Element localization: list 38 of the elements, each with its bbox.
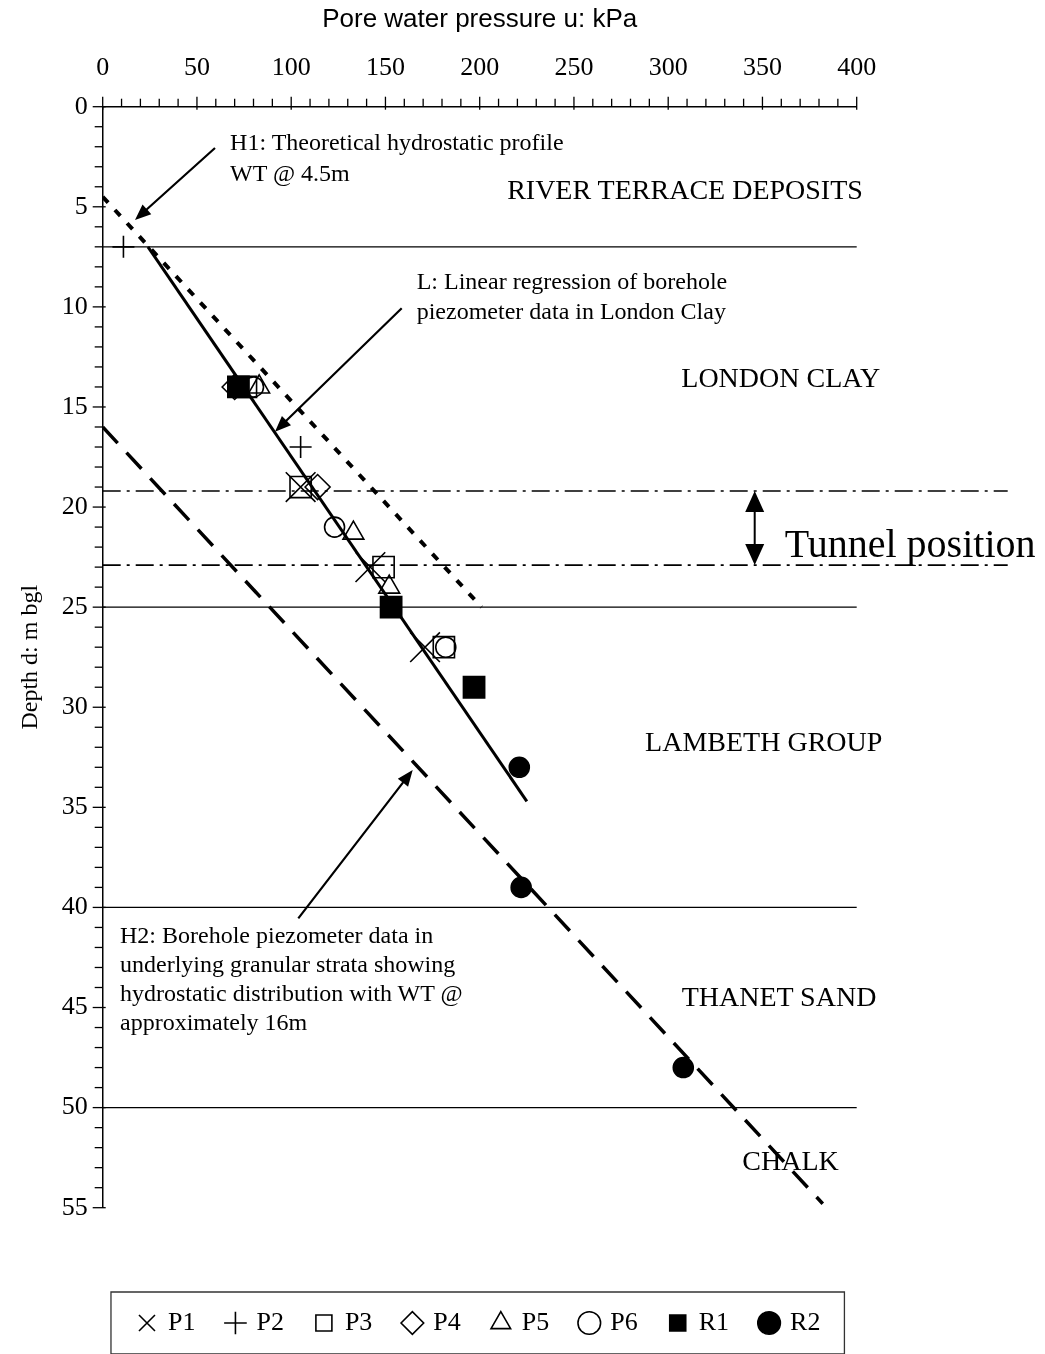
x-tick-label: 300: [648, 51, 688, 81]
y-tick-label: 15: [61, 390, 88, 420]
legend-label: P1: [167, 1306, 196, 1336]
legend-label: P3: [344, 1306, 373, 1336]
annotation: THANET SAND: [681, 980, 877, 1012]
y-tick-label: 30: [61, 691, 88, 721]
x-axis-title: Pore water pressure u: kPa: [322, 2, 638, 33]
x-tick-label: 250: [554, 51, 594, 81]
y-tick-label: 10: [61, 290, 88, 320]
annotation: LAMBETH GROUP: [645, 726, 883, 758]
x-tick-label: 0: [96, 51, 110, 81]
x-tick-label: 150: [365, 51, 405, 81]
x-tick-label: 100: [271, 51, 311, 81]
annotation: H2: Borehole piezometer data in underlying granular strata showing hydrostatic distribution with WT @ approximately 16m: [120, 922, 463, 1036]
x-tick-label: 200: [460, 51, 500, 81]
annotation: LONDON CLAY: [681, 362, 881, 394]
y-tick-label: 35: [61, 791, 88, 821]
y-tick-label: 25: [61, 590, 88, 620]
y-tick-label: 0: [74, 90, 88, 120]
ref-line-label: Tunnel position: [784, 521, 1036, 567]
y-axis-title: Depth d: m bgl: [15, 584, 42, 730]
legend-label: R1: [698, 1306, 730, 1336]
legend-label: P5: [521, 1306, 550, 1336]
x-tick-label: 50: [183, 51, 210, 81]
x-tick-label: 400: [837, 51, 877, 81]
y-tick-label: 45: [61, 991, 88, 1021]
y-tick-label: 55: [61, 1191, 88, 1221]
legend-label: R2: [790, 1306, 821, 1336]
x-tick-label: 350: [742, 51, 782, 81]
y-tick-label: 20: [61, 490, 88, 520]
legend-label: P4: [433, 1306, 461, 1336]
y-tick-label: 5: [74, 190, 88, 220]
legend-label: P6: [610, 1306, 638, 1336]
y-tick-label: 40: [61, 891, 88, 921]
annotation: CHALK: [742, 1145, 839, 1177]
legend-label: P2: [256, 1306, 284, 1336]
annotation: L: Linear regression of borehole piezometer data in London Clay: [416, 268, 728, 325]
y-tick-label: 50: [61, 1091, 88, 1121]
